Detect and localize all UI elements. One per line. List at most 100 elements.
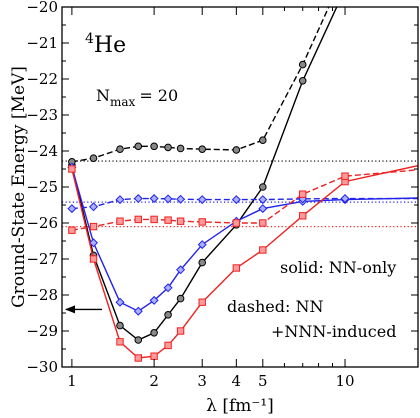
axis-tick-labels: −30−29−28−27−26−25−24−23−22−21−201 2 3 4 5 10: [26, 0, 354, 390]
data-point-5-6: [176, 217, 185, 225]
data-point-2-5: [163, 283, 173, 293]
y-tick-label: −29: [26, 322, 58, 340]
data-point-2-1: [89, 238, 99, 248]
y-tick-label: −27: [26, 250, 58, 268]
data-point-5-8: [232, 219, 241, 227]
series-layer: [67, 7, 418, 362]
nmax-label: Nmax = 20: [96, 86, 178, 109]
x-tick-label: 2: [149, 372, 159, 390]
arrow-icon: [65, 305, 102, 314]
data-point-4-4: [150, 352, 158, 360]
x-tick-label: 3: [197, 372, 207, 390]
data-point-2-9: [258, 204, 268, 214]
legend-dashed-line2: +NNN-induced: [271, 322, 396, 341]
data-point-0-9: [259, 183, 267, 191]
data-point-0-3: [134, 336, 143, 344]
data-point-5-9: [259, 219, 267, 227]
y-tick-label: −22: [26, 70, 58, 88]
data-point-5-3: [134, 215, 142, 224]
legend-dashed-line1: dashed: NN: [227, 297, 323, 316]
nucleus-mass: 4: [85, 31, 94, 47]
data-point-2-3: [133, 306, 143, 316]
data-point-0-2: [116, 321, 124, 330]
arrow-head: [65, 305, 75, 314]
data-point-0-5: [164, 311, 172, 319]
y-tick-label: −24: [26, 142, 58, 160]
data-point-1-6: [176, 144, 185, 153]
nucleus-label: 4He: [85, 31, 126, 58]
y-axis-title: Ground-State Energy [MeV]: [9, 66, 29, 308]
data-point-4-2: [116, 338, 124, 346]
data-point-1-7: [198, 145, 207, 153]
data-point-3-6: [176, 194, 186, 204]
data-point-3-3: [133, 194, 143, 204]
data-point-1-1: [89, 154, 98, 162]
y-tick-label: −25: [26, 178, 58, 196]
y-tick-label: −30: [26, 358, 58, 376]
data-point-5-2: [116, 217, 124, 225]
data-point-1-8: [232, 146, 241, 154]
nmax-n: N: [96, 86, 110, 105]
data-point-3-5: [163, 194, 173, 204]
data-point-4-10: [299, 212, 307, 220]
series-1: [68, 7, 330, 166]
data-point-5-10: [299, 190, 307, 198]
y-tick-label: −26: [26, 214, 58, 232]
data-point-5-1: [89, 222, 98, 231]
x-axis-title: λ [fm⁻¹]: [206, 396, 274, 416]
data-point-1-5: [164, 143, 172, 152]
y-tick-label: −21: [26, 34, 58, 52]
data-point-3-7: [197, 195, 207, 205]
data-point-2-6: [176, 265, 186, 275]
data-point-4-9: [259, 246, 267, 254]
x-tick-label: 1: [67, 372, 77, 390]
series-line-3: [71, 197, 418, 210]
data-point-4-6: [176, 327, 185, 335]
x-tick-label: 4: [232, 372, 242, 390]
data-point-1-3: [134, 142, 143, 151]
data-point-3-4: [149, 194, 159, 204]
data-point-5-7: [198, 218, 206, 226]
y-tick-label: −28: [26, 286, 58, 304]
data-point-2-7: [197, 240, 207, 250]
series-3: [67, 194, 418, 214]
series-2: [67, 162, 418, 316]
y-tick-label: −20: [26, 0, 58, 16]
data-point-0-7: [198, 258, 207, 267]
axis-ticks: [62, 6, 418, 368]
nmax-sub: max: [110, 95, 136, 109]
reference-lines: [62, 160, 418, 228]
data-point-5-0: [68, 226, 76, 234]
data-point-2-2: [115, 297, 125, 307]
data-point-4-1: [89, 255, 98, 263]
data-point-4-8: [232, 264, 241, 272]
data-point-3-9: [258, 195, 268, 205]
data-point-1-10: [298, 60, 307, 69]
nucleus-symbol: He: [94, 33, 126, 58]
data-point-1-9: [259, 136, 267, 144]
x-tick-label: 10: [335, 372, 354, 390]
nmax-value: = 20: [139, 86, 178, 105]
y-tick-label: −23: [26, 106, 58, 124]
series-line-2: [71, 167, 418, 313]
data-point-3-1: [89, 202, 99, 212]
legend-solid: solid: NN-only: [280, 258, 396, 277]
data-point-3-0: [67, 204, 77, 214]
series-line-1: [71, 7, 330, 163]
data-point-3-8: [231, 195, 241, 205]
data-point-4-0: [68, 165, 76, 173]
data-point-4-7: [198, 298, 206, 306]
data-point-5-4: [150, 215, 158, 224]
data-point-1-4: [150, 142, 158, 151]
data-point-4-3: [134, 354, 142, 362]
data-point-0-10: [298, 77, 307, 85]
data-point-0-4: [150, 329, 158, 337]
data-point-5-11: [341, 172, 349, 180]
data-point-3-2: [115, 195, 125, 205]
x-tick-label: 5: [258, 372, 268, 390]
data-point-5-5: [164, 216, 172, 224]
series-5: [68, 169, 418, 234]
data-point-1-2: [116, 145, 124, 153]
data-point-3-11: [340, 194, 350, 204]
